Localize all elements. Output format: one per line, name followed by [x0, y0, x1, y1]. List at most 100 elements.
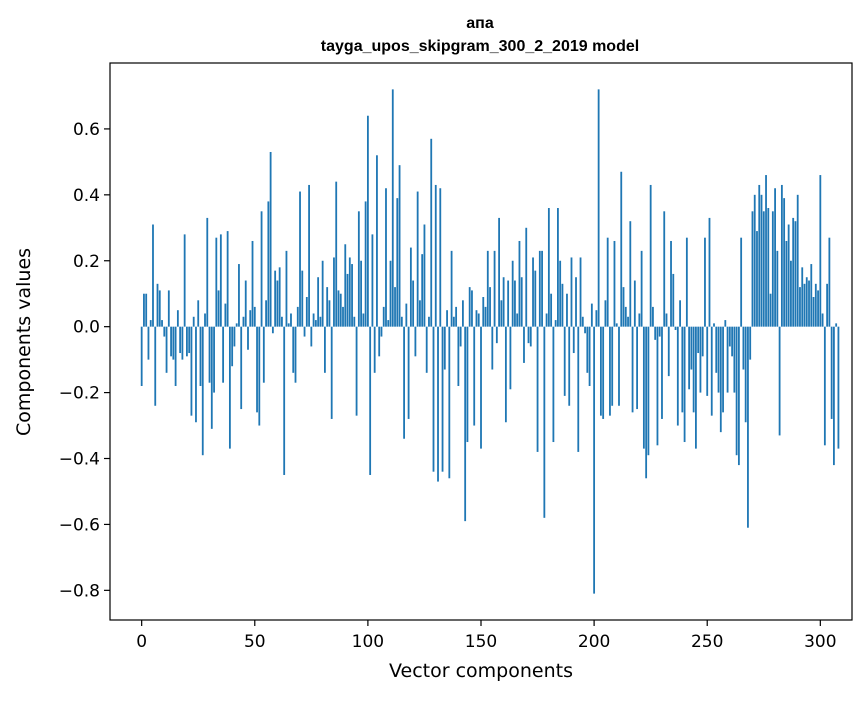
bar [728, 326, 731, 347]
bar [552, 326, 555, 443]
bar [441, 326, 444, 472]
bar [376, 155, 378, 327]
bar [199, 326, 202, 386]
bar [154, 326, 157, 406]
bar [826, 283, 829, 327]
bar [706, 326, 709, 396]
bar [778, 326, 781, 436]
bar [760, 194, 763, 327]
bar [835, 323, 838, 327]
bar [143, 293, 145, 327]
bar [385, 188, 387, 327]
bar [717, 326, 720, 393]
bar [480, 326, 482, 449]
bar [790, 260, 792, 327]
bar [509, 326, 512, 390]
bar [665, 313, 668, 327]
bar [156, 283, 159, 327]
bar [733, 326, 736, 393]
bar [314, 320, 317, 327]
bar [477, 313, 480, 327]
bar [830, 326, 833, 419]
bar [464, 326, 467, 522]
bar [722, 326, 724, 413]
bar [430, 138, 433, 327]
bar [149, 320, 152, 327]
bar [206, 217, 209, 327]
bar [364, 201, 367, 327]
x-axis-ticks: 0 50 100 150 200 250 300 [136, 620, 837, 652]
bar [158, 290, 161, 327]
bar [167, 290, 170, 327]
bar [197, 300, 200, 327]
bar [550, 293, 553, 327]
bar [285, 250, 288, 327]
bar [518, 240, 521, 327]
bar [242, 316, 245, 327]
bar [360, 260, 363, 327]
bar [538, 250, 541, 327]
bar [219, 234, 222, 327]
bar [559, 260, 562, 327]
bar [419, 300, 421, 327]
bar [204, 313, 206, 327]
bar [357, 211, 360, 327]
bar [371, 234, 374, 327]
bar [394, 287, 396, 327]
bar [586, 326, 589, 373]
bar [516, 313, 519, 327]
bar [446, 310, 448, 327]
bar [805, 277, 808, 327]
bar [147, 326, 150, 360]
bar [278, 267, 281, 327]
bar [389, 260, 392, 327]
bar [769, 293, 772, 327]
bar [796, 194, 799, 327]
x-tick-label: 300 [804, 632, 836, 652]
bar [321, 260, 324, 327]
bar [631, 326, 634, 413]
bar [713, 323, 715, 327]
x-tick-label: 200 [578, 632, 610, 652]
bar [186, 326, 188, 357]
bar [269, 151, 272, 327]
bar [701, 326, 704, 357]
bar [251, 240, 254, 327]
x-tick-label: 100 [352, 632, 384, 652]
bar [267, 201, 270, 327]
bar [317, 277, 320, 327]
bar [235, 323, 238, 327]
bar [672, 273, 675, 327]
bar [452, 316, 455, 327]
bar [231, 326, 234, 367]
bar [742, 326, 745, 370]
bar [145, 293, 148, 327]
bar [183, 234, 186, 327]
bar [466, 326, 469, 443]
bar [638, 313, 641, 327]
bar [215, 237, 218, 327]
bar [258, 326, 261, 426]
bar [618, 326, 620, 406]
bar [726, 326, 729, 393]
bar [165, 326, 168, 373]
bar [753, 194, 756, 327]
bar [489, 287, 491, 327]
bar [611, 326, 614, 406]
bar [579, 257, 582, 327]
y-tick-label: −0.6 [59, 515, 100, 535]
bar [319, 316, 322, 327]
bar [697, 326, 700, 354]
bar [663, 211, 666, 327]
bar [176, 310, 179, 327]
bar [833, 326, 835, 466]
bar [344, 244, 347, 327]
bar [507, 280, 510, 327]
bar [762, 211, 765, 327]
bar [190, 326, 193, 416]
bar [590, 303, 593, 327]
bar [566, 293, 568, 327]
bar [561, 283, 564, 327]
bar [387, 320, 390, 327]
bar [414, 326, 417, 357]
